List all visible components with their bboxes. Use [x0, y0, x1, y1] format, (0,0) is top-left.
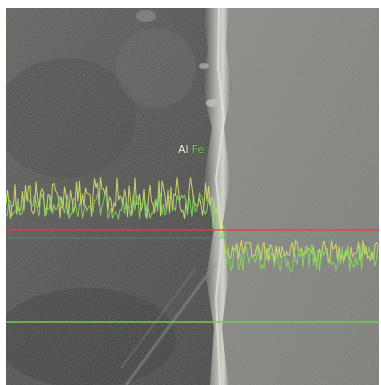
legend-al: Al: [178, 143, 189, 156]
grain: [6, 8, 379, 385]
legend-fe: Fe: [191, 143, 205, 156]
sem-micrograph: [6, 8, 379, 385]
element-legend: Al Fe: [178, 144, 204, 155]
fe-line-scan: [6, 191, 379, 273]
micrograph-frame: Al Fe: [6, 8, 379, 385]
